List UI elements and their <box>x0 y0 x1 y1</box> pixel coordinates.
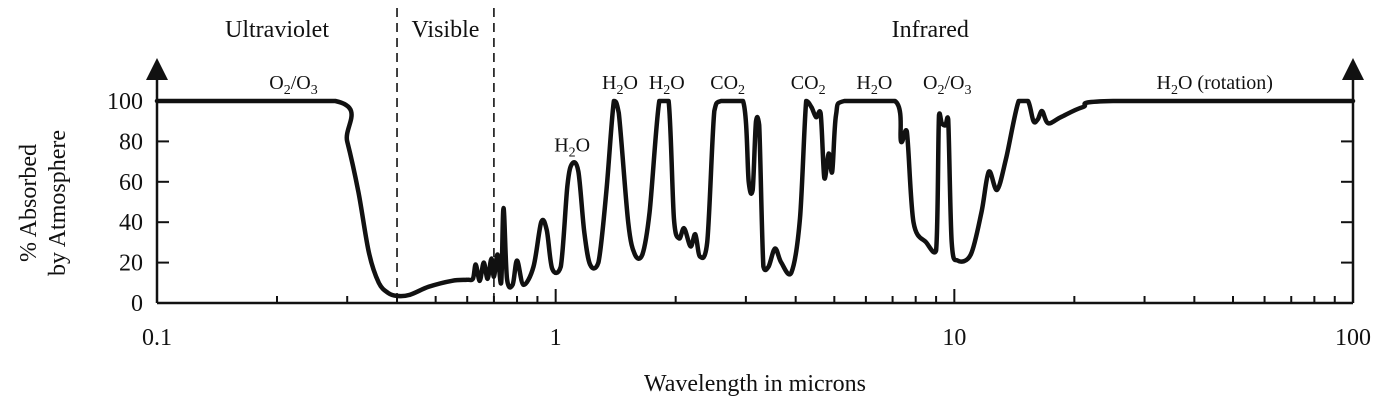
annotation-text: H <box>1157 72 1171 94</box>
annotation-text: O <box>1178 72 1192 94</box>
axes <box>146 58 1364 305</box>
annotation-text: H <box>554 135 568 157</box>
molecule-annotation: H2O (rotation) <box>1157 72 1273 98</box>
molecule-annotation: CO2 <box>710 72 745 98</box>
annotation-subscript: 2 <box>819 83 826 98</box>
annotation-subscript: 2 <box>738 83 745 98</box>
up-arrow-icon <box>146 58 168 80</box>
annotation-text: O <box>878 72 892 94</box>
annotation-text: H <box>649 72 663 94</box>
annotation-subscript: 2 <box>616 83 623 98</box>
absorption-curve <box>154 98 1356 299</box>
y-tick-label: 100 <box>107 89 143 115</box>
x-tick-label: 0.1 <box>142 325 172 351</box>
y-tick-label: 80 <box>119 129 143 155</box>
y-tick-label: 40 <box>119 210 143 236</box>
y-axis-title-line: by Atmosphere <box>45 130 71 276</box>
y-tick-label: 60 <box>119 170 143 196</box>
y-tick-label: 20 <box>119 251 143 277</box>
molecule-annotation: O2/O3 <box>269 72 317 98</box>
molecule-annotation: H2O <box>554 135 590 161</box>
molecule-annotation: H2O <box>649 72 685 98</box>
annotation-text: O <box>670 72 684 94</box>
molecule-annotation: CO2 <box>791 72 826 98</box>
annotation-subscript: 2 <box>871 83 878 98</box>
labels-layer: Ultraviolet Visible Infrared 0 20 40 60 80 100 0.… <box>16 17 1371 397</box>
region-label: Ultraviolet <box>225 17 329 43</box>
annotation-text: (rotation) <box>1192 72 1273 94</box>
annotation-text: /O <box>291 72 311 94</box>
annotation-text: H <box>602 72 616 94</box>
y-axis-title-line: % Absorbed <box>16 144 42 262</box>
annotation-subscript: 2 <box>1171 83 1178 98</box>
x-axis-title: Wavelength in microns <box>644 371 866 397</box>
annotation-text: O <box>923 72 937 94</box>
up-arrow-icon <box>1342 58 1364 80</box>
annotation-text: CO <box>791 72 819 94</box>
y-tick-label: 0 <box>131 291 143 317</box>
molecule-annotation: H2O <box>856 72 892 98</box>
annotation-text: /O <box>944 72 964 94</box>
annotation-subscript: 3 <box>964 83 971 98</box>
annotation-text: O <box>576 135 590 157</box>
molecule-annotation: O2/O3 <box>923 72 971 98</box>
molecule-annotation: H2O <box>602 72 638 98</box>
annotation-subscript: 2 <box>284 83 291 98</box>
annotation-text: O <box>623 72 637 94</box>
plot-area <box>396 8 495 303</box>
annotation-subscript: 2 <box>937 83 944 98</box>
annotation-subscript: 2 <box>663 83 670 98</box>
region-label: Visible <box>412 17 480 43</box>
series-layer <box>154 98 1356 299</box>
region-label: Infrared <box>892 17 969 43</box>
y-axis-title: % Absorbed by Atmosphere <box>16 130 71 276</box>
x-tick-label: 100 <box>1335 325 1371 351</box>
x-tick-label: 1 <box>550 325 562 351</box>
annotation-text: H <box>856 72 870 94</box>
annotation-subscript: 3 <box>311 83 318 98</box>
annotation-text: CO <box>710 72 738 94</box>
annotation-subscript: 2 <box>569 146 576 161</box>
x-tick-label: 10 <box>942 325 966 351</box>
annotation-text: O <box>269 72 283 94</box>
